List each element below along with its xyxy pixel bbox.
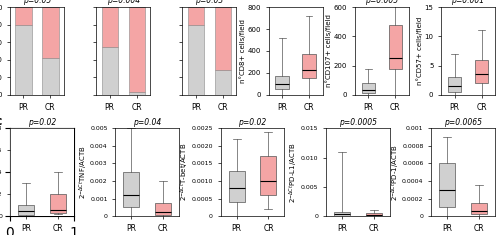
Text: p=0.02: p=0.02 bbox=[28, 118, 56, 127]
Bar bbox=[102, 47, 118, 95]
Bar bbox=[215, 70, 231, 95]
PathPatch shape bbox=[388, 25, 402, 69]
PathPatch shape bbox=[155, 203, 171, 215]
PathPatch shape bbox=[366, 213, 382, 216]
PathPatch shape bbox=[334, 212, 350, 216]
Bar bbox=[128, 92, 144, 95]
Text: p=0.0065: p=0.0065 bbox=[444, 118, 482, 127]
PathPatch shape bbox=[302, 54, 316, 78]
PathPatch shape bbox=[439, 164, 455, 208]
Bar bbox=[188, 7, 204, 25]
Text: c: c bbox=[0, 115, 2, 128]
Text: p=0.04: p=0.04 bbox=[133, 118, 162, 127]
Bar bbox=[42, 58, 58, 95]
PathPatch shape bbox=[18, 205, 34, 215]
Bar bbox=[128, 7, 144, 92]
Bar bbox=[16, 25, 32, 95]
PathPatch shape bbox=[50, 194, 66, 213]
PathPatch shape bbox=[362, 83, 375, 94]
PathPatch shape bbox=[228, 171, 244, 202]
Y-axis label: 2$^{-\Delta Ct}$PD-1/ACTB: 2$^{-\Delta Ct}$PD-1/ACTB bbox=[388, 144, 400, 201]
Y-axis label: 2$^{-\Delta Ct}$TNF/ACTB: 2$^{-\Delta Ct}$TNF/ACTB bbox=[76, 145, 88, 199]
PathPatch shape bbox=[471, 203, 487, 215]
Bar bbox=[42, 7, 58, 58]
PathPatch shape bbox=[276, 76, 289, 90]
Text: p=0.03: p=0.03 bbox=[196, 0, 224, 5]
Text: a: a bbox=[10, 7, 18, 20]
Y-axis label: n°CD57+ cells/field: n°CD57+ cells/field bbox=[416, 17, 423, 85]
PathPatch shape bbox=[260, 157, 276, 195]
Bar bbox=[188, 25, 204, 95]
PathPatch shape bbox=[448, 77, 462, 92]
Text: p=0.02: p=0.02 bbox=[238, 118, 266, 127]
Text: p=0.05: p=0.05 bbox=[23, 0, 51, 5]
Bar bbox=[16, 7, 32, 25]
PathPatch shape bbox=[475, 60, 488, 83]
PathPatch shape bbox=[124, 172, 139, 208]
Text: p=0.0005: p=0.0005 bbox=[339, 118, 377, 127]
Text: p=0.005: p=0.005 bbox=[366, 0, 398, 5]
Y-axis label: 2$^{-\Delta Ct}$T-bet/ACTB: 2$^{-\Delta Ct}$T-bet/ACTB bbox=[178, 143, 190, 201]
Y-axis label: n°CD8+ cells/field: n°CD8+ cells/field bbox=[240, 19, 246, 83]
Text: p=0.004: p=0.004 bbox=[106, 0, 140, 5]
Y-axis label: n°CD107+ cells/field: n°CD107+ cells/field bbox=[326, 15, 332, 87]
Y-axis label: 2$^{-\Delta Ct}$PD-L1/ACTB: 2$^{-\Delta Ct}$PD-L1/ACTB bbox=[288, 142, 300, 203]
Bar bbox=[102, 7, 118, 47]
Text: b: b bbox=[268, 7, 278, 20]
Text: p=0.001: p=0.001 bbox=[452, 0, 484, 5]
Bar bbox=[215, 7, 231, 70]
